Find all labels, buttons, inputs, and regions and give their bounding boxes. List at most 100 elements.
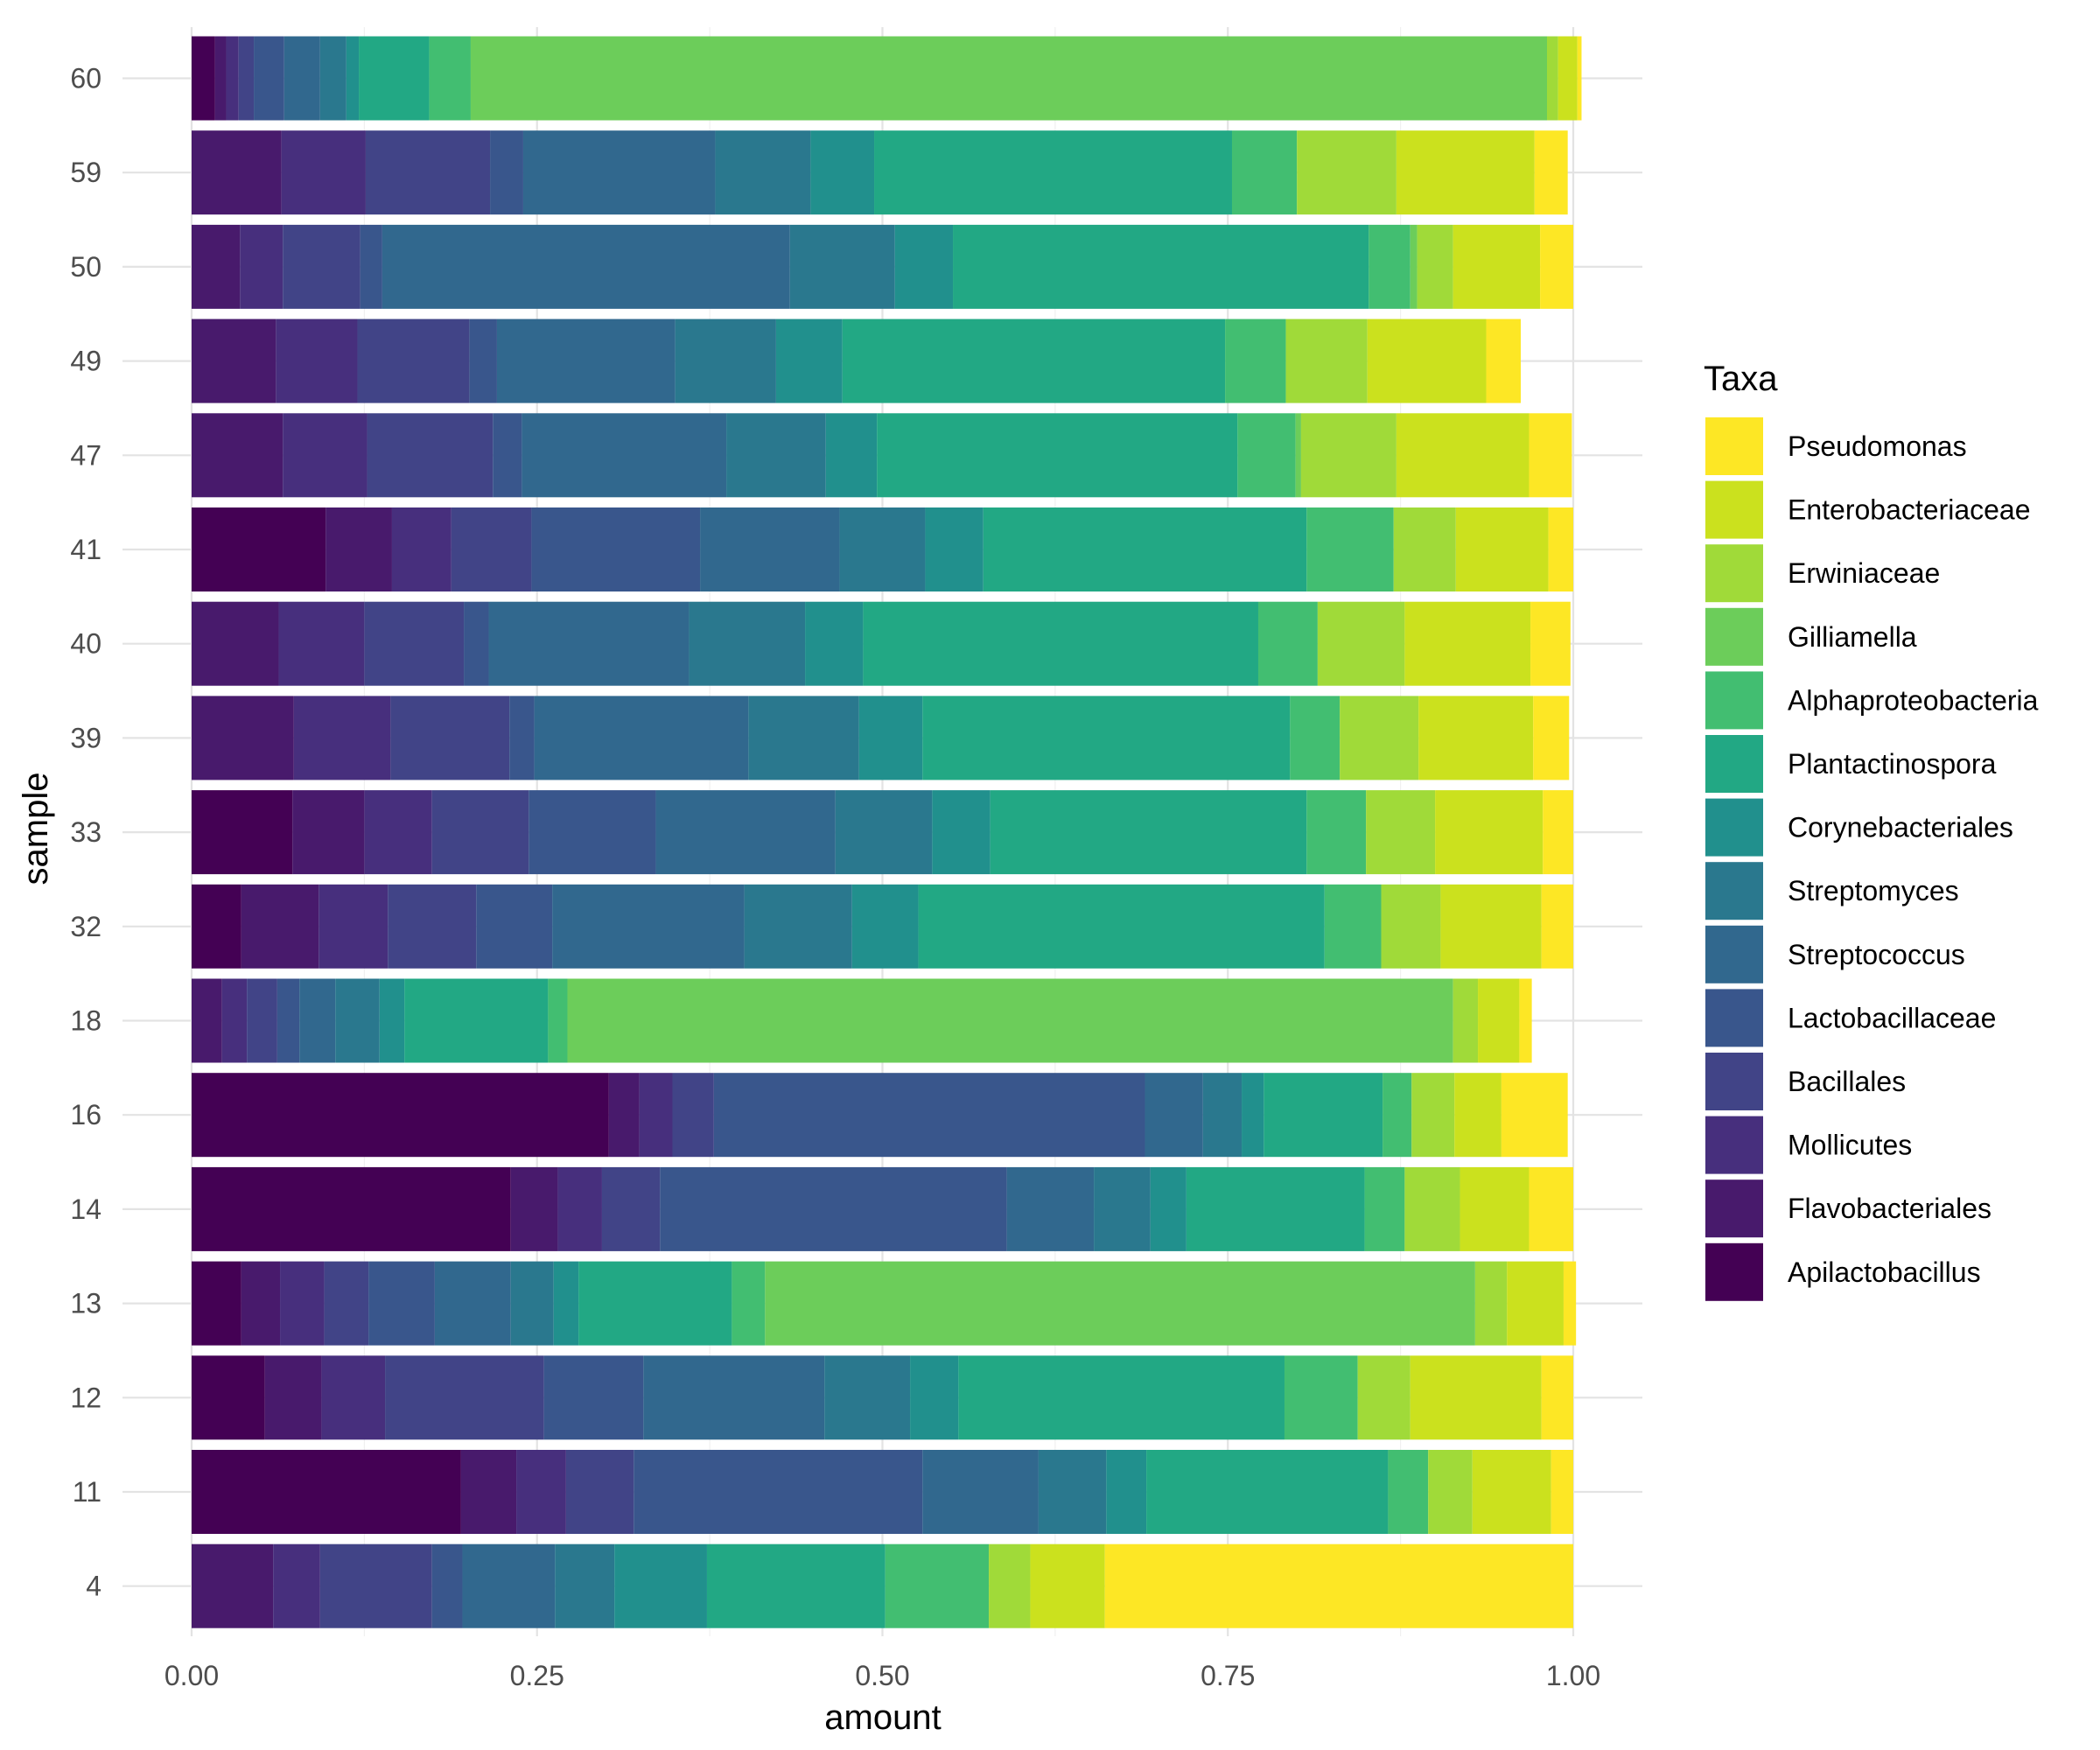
bar-segment <box>1546 36 1558 121</box>
y-tick-label: 16 <box>70 1099 102 1130</box>
bar-segment <box>918 884 1325 969</box>
bar-segment <box>1264 1073 1383 1158</box>
bar-segment <box>1501 1073 1568 1158</box>
bar-segment <box>1367 318 1487 403</box>
bar-segment <box>555 1544 615 1628</box>
bar-segment <box>1290 696 1340 780</box>
bar-segment <box>531 508 701 592</box>
x-tick-label: 0.50 <box>855 1660 909 1691</box>
bar-segment <box>1306 508 1394 592</box>
bar-segment <box>1186 1166 1365 1251</box>
bar-segment <box>552 884 745 969</box>
bar-segment <box>614 1544 707 1628</box>
bar-segment <box>493 413 522 498</box>
bar-segment <box>319 1544 432 1628</box>
bar-segment <box>989 1544 1031 1628</box>
bar-segment <box>488 601 690 686</box>
bar-segment <box>404 978 549 1063</box>
bar-segment <box>1410 1355 1542 1440</box>
y-tick-label: 47 <box>70 439 102 471</box>
bar-segment <box>1529 413 1572 498</box>
bar-segment <box>283 413 368 498</box>
bar-segment <box>192 1544 274 1628</box>
bar-segment <box>1030 1544 1105 1628</box>
y-tick-label: 40 <box>70 628 102 660</box>
bar-segment <box>516 1450 566 1534</box>
bar-segment <box>522 130 716 215</box>
bar-segment <box>360 224 382 309</box>
bar-segment <box>192 1166 511 1251</box>
legend-swatch <box>1705 989 1763 1047</box>
bar-segment <box>578 1261 732 1346</box>
bar-segment <box>318 884 388 969</box>
bar-segment <box>925 508 984 592</box>
bar-segment <box>700 508 840 592</box>
bar-segment <box>490 130 523 215</box>
bar-segment <box>365 130 491 215</box>
bar-segment <box>643 1355 825 1440</box>
bar-segment <box>1417 224 1453 309</box>
legend-label: Mollicutes <box>1788 1130 1912 1161</box>
bar-segment <box>238 36 255 121</box>
bar-segment <box>1519 978 1532 1063</box>
bar-segment <box>958 1355 1284 1440</box>
bar-segment <box>346 36 360 121</box>
bar-segment <box>706 1544 886 1628</box>
bar-segment <box>1300 413 1396 498</box>
bar-segment <box>1411 1073 1455 1158</box>
bar-segment <box>810 130 875 215</box>
legend-label: Lactobacillaceae <box>1788 1002 1996 1033</box>
legend: Taxa Pseudomonas Enterobacteriaceae Erwini… <box>1704 360 2039 1301</box>
bar-segment <box>385 1355 544 1440</box>
x-tick-label: 0.75 <box>1200 1660 1255 1691</box>
bar-segment <box>567 978 1453 1063</box>
legend-label: Alphaproteobacteria <box>1788 684 2039 716</box>
legend-label: Plantactinospora <box>1788 748 1997 780</box>
bar-segment <box>713 1073 1145 1158</box>
bar-segment <box>522 413 727 498</box>
bar-segment <box>192 508 326 592</box>
bar-segment <box>1460 1166 1530 1251</box>
bar-segment <box>240 224 284 309</box>
bar-segment <box>634 1450 923 1534</box>
bar-segment <box>382 224 790 309</box>
bar-segment <box>1452 978 1479 1063</box>
legend-items: Pseudomonas Enterobacteriaceae Erwiniaceae… <box>1705 417 2039 1301</box>
bar-segment <box>1410 224 1418 309</box>
bar-segment <box>655 790 836 875</box>
bar-segment <box>1396 130 1535 215</box>
legend-swatch <box>1705 798 1763 857</box>
bar-segment <box>1452 224 1541 309</box>
bar-segment <box>293 696 391 780</box>
legend-swatch <box>1705 1053 1763 1110</box>
bar-segment <box>1324 884 1382 969</box>
bar-segment <box>276 318 358 403</box>
y-tick-label: 11 <box>73 1476 102 1508</box>
y-tick-label: 60 <box>70 63 102 94</box>
bar-segment <box>1396 413 1530 498</box>
bar-segment <box>1558 36 1578 121</box>
bar-segment <box>1418 696 1534 780</box>
bar-segment <box>543 1355 644 1440</box>
bar-segment <box>368 1261 435 1346</box>
bar-segment <box>192 36 215 121</box>
bar-segment <box>1533 696 1570 780</box>
bar-segment <box>922 1450 1039 1534</box>
bar-segment <box>1550 1450 1573 1534</box>
bar-segment <box>983 508 1307 592</box>
bar-segment <box>509 696 535 780</box>
legend-swatch <box>1705 1242 1763 1301</box>
bar-segment <box>321 1355 386 1440</box>
bar-segment <box>391 508 452 592</box>
bar-segment <box>835 790 933 875</box>
bar-segment <box>273 1544 320 1628</box>
y-tick-label: 14 <box>70 1194 102 1225</box>
bar-segment <box>319 36 346 121</box>
bar-segment <box>460 1450 517 1534</box>
bar-segment <box>464 601 489 686</box>
bar-segment <box>1284 1355 1358 1440</box>
bar-segment <box>241 884 319 969</box>
bar-segment <box>192 978 222 1063</box>
bar-segment <box>431 1544 463 1628</box>
bar-segment <box>1455 508 1549 592</box>
